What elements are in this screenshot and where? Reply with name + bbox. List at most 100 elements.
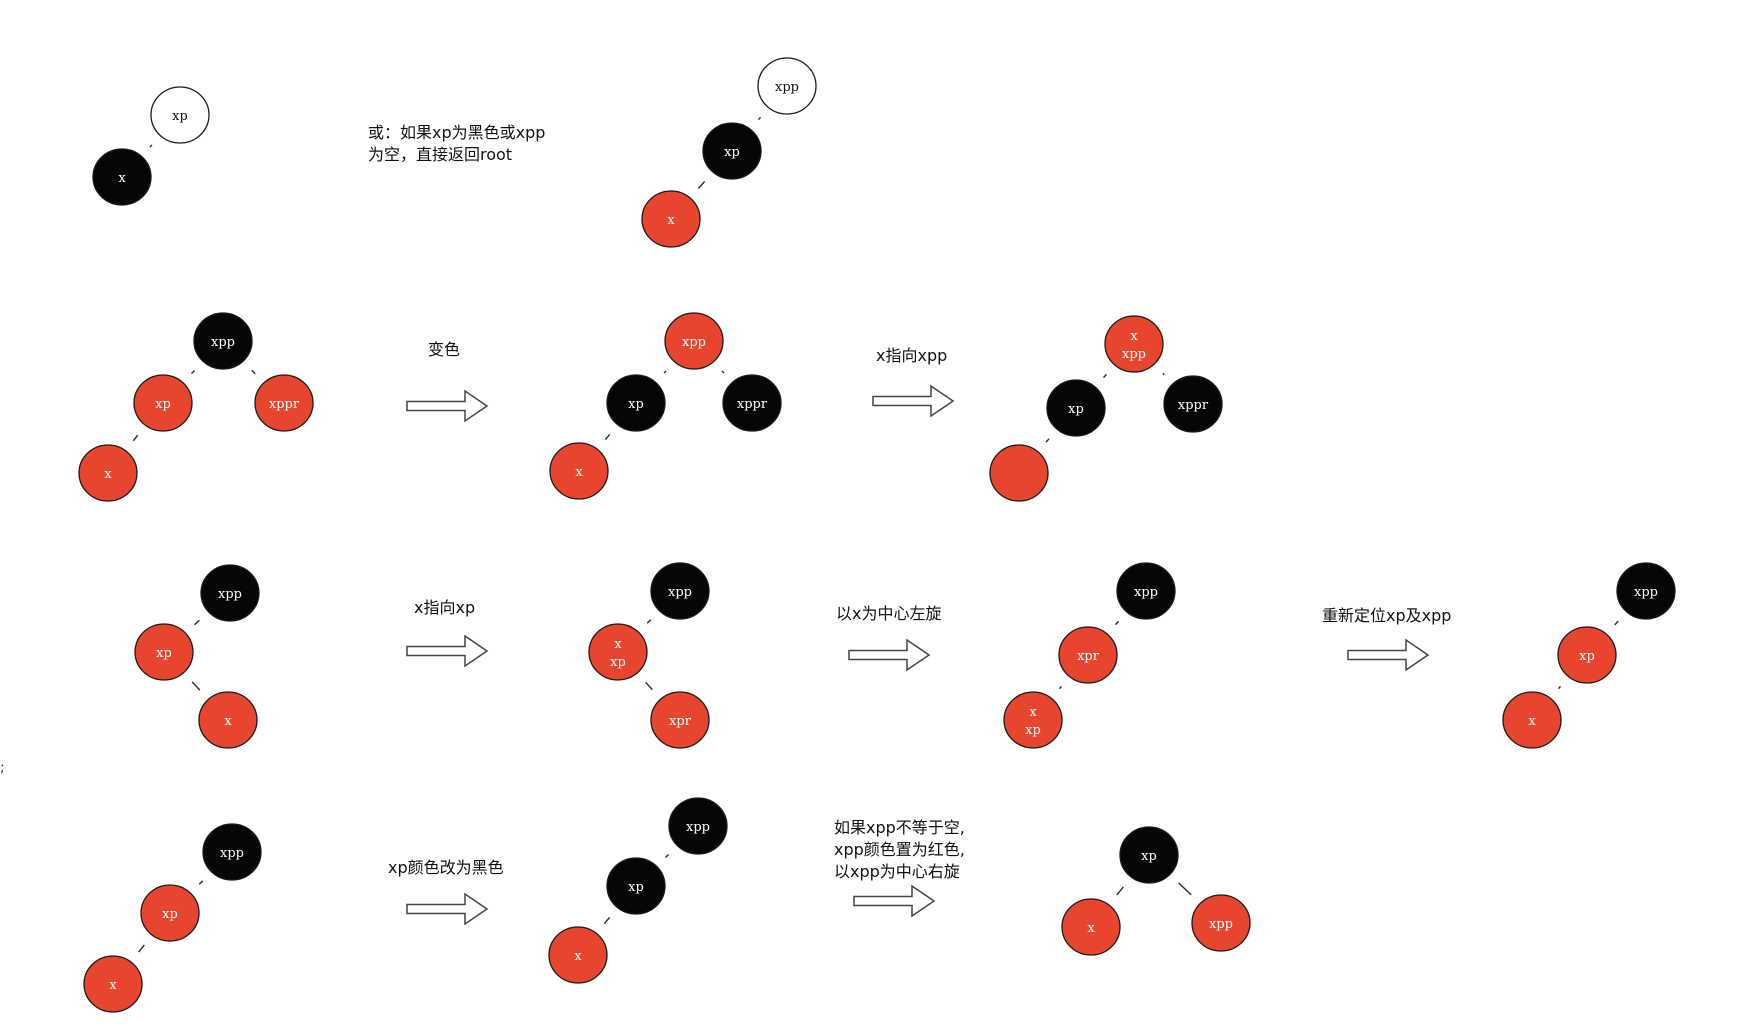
caption-row2-recolor: 变色	[428, 340, 461, 359]
node-circle	[254, 374, 314, 432]
tree-node-xpp: x xpp	[1104, 315, 1164, 373]
transition-arrow-2	[872, 384, 955, 418]
node-label: xp	[628, 397, 644, 412]
tree-r2-recolored: xpp xp xppr x	[549, 312, 782, 500]
transition-arrow-4	[848, 638, 931, 672]
node-circle	[702, 122, 762, 180]
caption-row3-relocate: 重新定位xp及xpp	[1322, 606, 1452, 625]
node-label: xpp	[1122, 347, 1146, 362]
tree-edge-xpp-xppr	[251, 369, 256, 375]
tree-node-x: x xp	[1003, 691, 1063, 749]
tree-node-xppr: xppr	[722, 374, 782, 432]
tree-edge-xpp-xp	[194, 619, 200, 626]
tree-node-xp: xp	[606, 374, 666, 432]
node-circle	[1003, 691, 1063, 749]
node-circle	[664, 312, 724, 370]
node-label: xpp	[686, 820, 710, 835]
node-circle	[1163, 375, 1223, 433]
node-circle	[606, 374, 666, 432]
caption-row4-recolor-xp: xp颜色改为黑色	[388, 858, 504, 877]
tree-edge-xpp-xppr	[1162, 372, 1165, 376]
node-circle	[1502, 691, 1562, 749]
tree-node-x: x	[641, 190, 701, 248]
tree-edge-xpp-xp	[1103, 373, 1107, 379]
node-circle	[78, 444, 138, 502]
node-label: xp	[172, 109, 188, 124]
node-label: xppr	[1178, 398, 1209, 413]
node-circle	[650, 562, 710, 620]
tree-edge-xpp-xp	[664, 854, 670, 858]
tree-edge-xpr-x	[1058, 685, 1063, 690]
tree-edge-xpp-xp	[191, 369, 195, 375]
node-circle	[1119, 826, 1179, 884]
node-label: x	[224, 714, 232, 729]
tree-node-xp: xp	[133, 374, 193, 432]
node-label: x	[1029, 705, 1037, 720]
node-label: xpp	[1209, 917, 1233, 932]
node-circle	[1191, 894, 1251, 952]
node-circle	[150, 86, 210, 144]
tree-edge-xp-xpr	[645, 681, 653, 691]
tree-r2-moved: x xpp xp xppr	[989, 315, 1223, 502]
tree-r4-rotated: xp x xpp	[1061, 826, 1251, 956]
node-circle	[1061, 898, 1121, 956]
tree-r1-after: xpp xp x	[641, 57, 817, 248]
caption-row4-rotate-right: 如果xpp不等于空, xpp颜色置为红色, 以xpp为中心右旋	[834, 817, 965, 883]
tree-node-xp: xp	[702, 122, 762, 180]
transition-arrow-7	[853, 884, 936, 918]
tree-r3-initial: xpp xp x	[134, 564, 260, 749]
tree-node-x: x	[549, 442, 609, 500]
tree-edge-xp-x	[1116, 886, 1124, 896]
tree-node-xp: x xp	[588, 623, 648, 681]
node-circle	[1116, 562, 1176, 620]
tree-node-xp: xp	[134, 623, 194, 681]
node-circle	[140, 884, 200, 942]
tree-node-x: x	[198, 691, 258, 749]
node-label: xpp	[211, 335, 235, 350]
node-label: x	[1130, 329, 1138, 344]
tree-edge-xp-x	[149, 144, 153, 148]
tree-node-x: x	[78, 444, 138, 502]
node-label: xpp	[220, 846, 244, 861]
tree-edge-xpp-xppr	[721, 370, 725, 374]
node-circle	[1104, 315, 1164, 373]
tree-edge-xp-x	[603, 916, 611, 925]
caption-row1-line2: 为空，直接返回root	[368, 145, 513, 164]
tree-node-x: x	[83, 955, 143, 1013]
node-label: xpr	[669, 714, 692, 729]
node-label: x	[109, 978, 117, 993]
node-circle	[200, 564, 260, 622]
node-circle	[606, 857, 666, 915]
node-circle	[989, 444, 1049, 502]
node-circle	[641, 190, 701, 248]
tree-edge-xp-x	[697, 181, 706, 189]
tree-r2-initial: xpp xp xppr x	[78, 312, 314, 502]
node-circle	[650, 691, 710, 749]
tree-edge-xpp-xp	[198, 880, 204, 885]
caption-row4-line2: xpp颜色置为红色,	[834, 840, 965, 859]
tree-r3-moved: xpp x xp xpr	[588, 562, 710, 749]
node-circle	[1046, 379, 1106, 437]
tree-edge-xpp-xp	[1614, 620, 1619, 626]
node-circle	[193, 312, 253, 370]
node-label: x	[667, 213, 675, 228]
node-circle	[134, 623, 194, 681]
node-circle	[549, 442, 609, 500]
tree-node-xppr: xppr	[254, 374, 314, 432]
caption-row1: 或：如果xp为黑色或xpp 为空，直接返回root	[368, 122, 545, 166]
node-circle	[1616, 562, 1676, 620]
node-label: xpp	[682, 335, 706, 350]
node-label: xpp	[775, 80, 799, 95]
tree-edge-xpp-xp	[646, 619, 652, 624]
tree-node-xp: xp	[140, 884, 200, 942]
tree-node-xpp: xpp	[193, 312, 253, 370]
tree-node-xpp: xpp	[202, 823, 262, 881]
node-label: x	[574, 949, 582, 964]
node-label: xp	[162, 907, 178, 922]
tree-node-xp: xp	[1046, 379, 1106, 437]
tree-node-x: x	[92, 148, 152, 206]
transition-arrows	[406, 384, 1430, 926]
node-label: x	[1528, 714, 1536, 729]
node-circle	[757, 57, 817, 115]
node-circle	[1557, 626, 1617, 684]
